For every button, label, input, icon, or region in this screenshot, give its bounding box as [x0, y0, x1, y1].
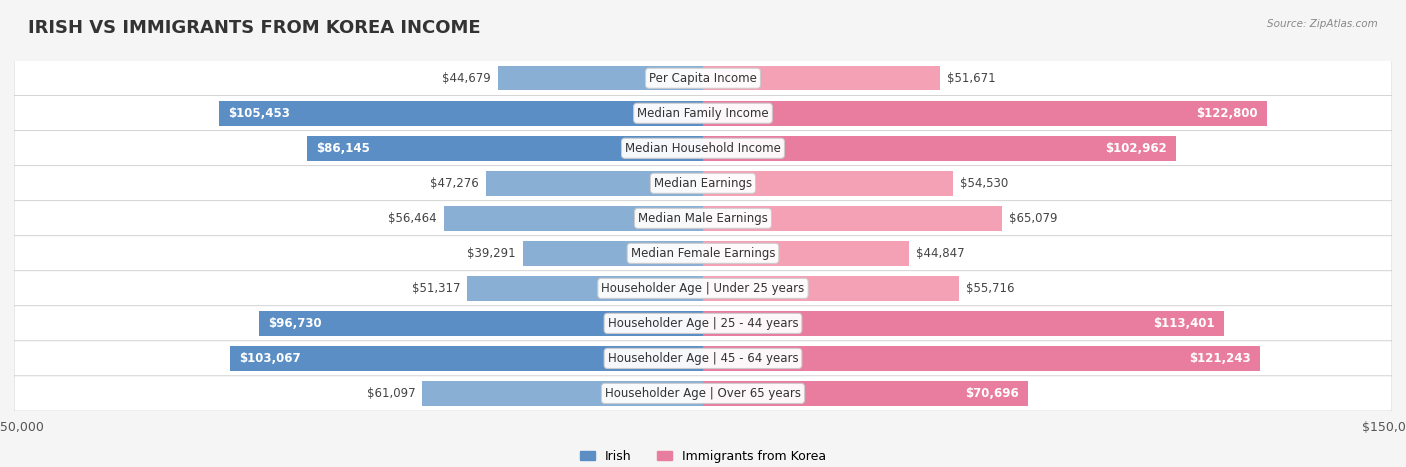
Text: $54,530: $54,530 — [960, 177, 1008, 190]
FancyBboxPatch shape — [14, 341, 1392, 376]
Text: Median Family Income: Median Family Income — [637, 107, 769, 120]
Text: IRISH VS IMMIGRANTS FROM KOREA INCOME: IRISH VS IMMIGRANTS FROM KOREA INCOME — [28, 19, 481, 37]
Bar — [703, 66, 941, 91]
Text: Householder Age | 45 - 64 years: Householder Age | 45 - 64 years — [607, 352, 799, 365]
Text: $105,453: $105,453 — [228, 107, 290, 120]
Bar — [523, 241, 703, 266]
Text: Householder Age | Under 25 years: Householder Age | Under 25 years — [602, 282, 804, 295]
Text: $39,291: $39,291 — [467, 247, 516, 260]
Text: $51,671: $51,671 — [948, 72, 995, 85]
Text: Median Household Income: Median Household Income — [626, 142, 780, 155]
Text: Median Earnings: Median Earnings — [654, 177, 752, 190]
Bar — [703, 311, 1223, 336]
Text: $102,962: $102,962 — [1105, 142, 1167, 155]
Text: Householder Age | Over 65 years: Householder Age | Over 65 years — [605, 387, 801, 400]
Bar — [259, 311, 703, 336]
Bar — [703, 101, 1267, 126]
Text: Source: ZipAtlas.com: Source: ZipAtlas.com — [1267, 19, 1378, 28]
FancyBboxPatch shape — [14, 131, 1392, 166]
Bar — [444, 206, 703, 231]
Text: $51,317: $51,317 — [412, 282, 460, 295]
Bar — [229, 346, 703, 371]
Bar — [703, 241, 910, 266]
Bar — [308, 136, 703, 161]
Text: $122,800: $122,800 — [1197, 107, 1258, 120]
Text: Median Male Earnings: Median Male Earnings — [638, 212, 768, 225]
FancyBboxPatch shape — [14, 306, 1392, 341]
Text: $61,097: $61,097 — [367, 387, 416, 400]
Text: $86,145: $86,145 — [316, 142, 370, 155]
Bar — [422, 381, 703, 406]
Bar — [703, 206, 1002, 231]
Bar — [467, 276, 703, 301]
FancyBboxPatch shape — [14, 376, 1392, 411]
Text: $103,067: $103,067 — [239, 352, 301, 365]
FancyBboxPatch shape — [14, 236, 1392, 271]
Text: $96,730: $96,730 — [269, 317, 322, 330]
Bar — [703, 381, 1028, 406]
Text: $47,276: $47,276 — [430, 177, 479, 190]
FancyBboxPatch shape — [14, 96, 1392, 131]
Text: Householder Age | 25 - 44 years: Householder Age | 25 - 44 years — [607, 317, 799, 330]
Text: $55,716: $55,716 — [966, 282, 1014, 295]
Bar — [703, 346, 1260, 371]
Text: $44,679: $44,679 — [441, 72, 491, 85]
FancyBboxPatch shape — [14, 271, 1392, 306]
Bar — [703, 136, 1175, 161]
Legend: Irish, Immigrants from Korea: Irish, Immigrants from Korea — [575, 445, 831, 467]
Bar — [219, 101, 703, 126]
Text: $70,696: $70,696 — [965, 387, 1018, 400]
Bar — [498, 66, 703, 91]
Text: Median Female Earnings: Median Female Earnings — [631, 247, 775, 260]
FancyBboxPatch shape — [14, 166, 1392, 201]
Text: Per Capita Income: Per Capita Income — [650, 72, 756, 85]
Text: $113,401: $113,401 — [1153, 317, 1215, 330]
Text: $44,847: $44,847 — [915, 247, 965, 260]
Text: $121,243: $121,243 — [1189, 352, 1251, 365]
Text: $56,464: $56,464 — [388, 212, 437, 225]
FancyBboxPatch shape — [14, 61, 1392, 96]
Bar — [486, 171, 703, 196]
Bar — [703, 171, 953, 196]
Bar — [703, 276, 959, 301]
FancyBboxPatch shape — [14, 201, 1392, 236]
Text: $65,079: $65,079 — [1008, 212, 1057, 225]
